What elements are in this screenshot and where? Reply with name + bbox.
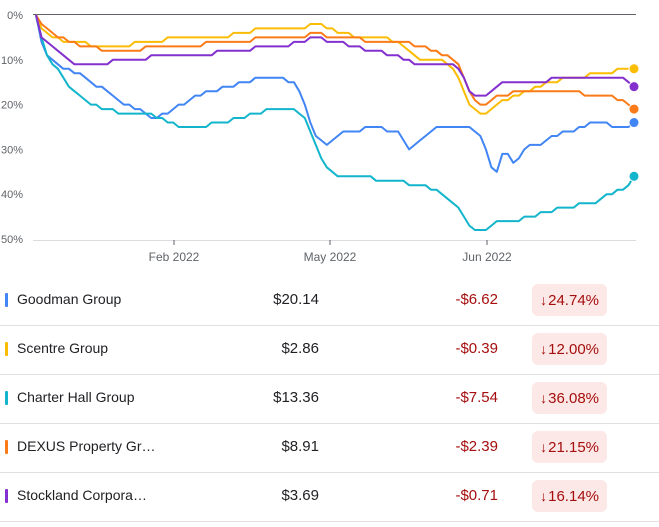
series-color-swatch [5, 489, 8, 503]
row-percent-badge: ↓12.00% [532, 333, 607, 365]
y-tick-label: 30% [1, 144, 23, 156]
row-percent: 24.74% [548, 292, 599, 309]
table-row-dexus[interactable]: DEXUS Property Gr… $8.91 -$2.39 ↓21.15% [0, 424, 659, 473]
comparison-table: Goodman Group $20.14 -$6.62 ↓24.74% Scen… [0, 277, 659, 522]
row-percent-badge: ↓36.08% [532, 382, 607, 414]
row-name: Stockland Corpora… [17, 487, 147, 503]
row-name: Scentre Group [17, 340, 109, 356]
price-chart: 0% 10% 20% 30% 40% 50% Feb 2022 May 2022 Jun 20… [1, 10, 640, 264]
row-name: Goodman Group [17, 291, 122, 307]
arrow-down-icon: ↓ [540, 488, 548, 504]
table-row-scentre[interactable]: Scentre Group $2.86 -$0.39 ↓12.00% [0, 326, 659, 375]
series-color-swatch [5, 342, 8, 356]
row-percent: 36.08% [548, 390, 599, 407]
y-axis-ticks: 0% 10% 20% 30% 40% 50% [1, 10, 23, 246]
row-name: Charter Hall Group [17, 389, 135, 405]
row-change: -$0.71 [455, 487, 498, 504]
series-line-2 [35, 14, 635, 231]
row-change: -$0.39 [455, 340, 498, 357]
row-price: $20.14 [273, 291, 319, 308]
row-percent: 12.00% [548, 341, 599, 358]
x-tick-label: Feb 2022 [149, 250, 200, 264]
row-price: $13.36 [273, 389, 319, 406]
series-line-4 [35, 14, 635, 97]
y-tick-label: 40% [1, 189, 23, 201]
y-tick-label: 50% [1, 234, 23, 246]
row-change: -$6.62 [455, 291, 498, 308]
row-percent-badge: ↓24.74% [532, 284, 607, 316]
series-end-dot-0 [628, 117, 640, 129]
series-color-swatch [5, 391, 8, 405]
y-tick-label: 20% [1, 100, 23, 112]
x-tick-label: Jun 2022 [462, 250, 512, 264]
row-percent: 16.14% [548, 488, 599, 505]
series-end-dot-4 [628, 81, 640, 93]
series-line-1 [35, 14, 634, 115]
row-price: $8.91 [281, 438, 319, 455]
series-color-swatch [5, 293, 8, 307]
row-price: $3.69 [281, 487, 319, 504]
y-tick-label: 0% [7, 10, 23, 22]
row-name: DEXUS Property Gr… [17, 438, 156, 454]
row-price: $2.86 [281, 340, 319, 357]
series-line-0 [35, 14, 635, 173]
table-row-stockland[interactable]: Stockland Corpora… $3.69 -$0.71 ↓16.14% [0, 473, 659, 522]
x-tick-label: May 2022 [304, 250, 357, 264]
row-percent-badge: ↓21.15% [532, 431, 607, 463]
arrow-down-icon: ↓ [540, 292, 548, 308]
series-end-dots [628, 63, 640, 182]
series-lines [35, 14, 635, 231]
row-change: -$7.54 [455, 389, 498, 406]
series-color-swatch [5, 440, 8, 454]
arrow-down-icon: ↓ [540, 390, 548, 406]
series-line-3 [35, 14, 635, 110]
y-tick-label: 10% [1, 55, 23, 67]
series-end-dot-1 [628, 63, 640, 75]
arrow-down-icon: ↓ [540, 439, 548, 455]
x-axis-ticks: Feb 2022 May 2022 Jun 2022 [149, 240, 512, 264]
series-end-dot-3 [628, 103, 640, 115]
series-end-dot-2 [628, 170, 640, 182]
row-change: -$2.39 [455, 438, 498, 455]
arrow-down-icon: ↓ [540, 341, 548, 357]
row-percent: 21.15% [548, 439, 599, 456]
table-row-charter-hall[interactable]: Charter Hall Group $13.36 -$7.54 ↓36.08% [0, 375, 659, 424]
row-percent-badge: ↓16.14% [532, 480, 607, 512]
table-row-goodman[interactable]: Goodman Group $20.14 -$6.62 ↓24.74% [0, 277, 659, 326]
